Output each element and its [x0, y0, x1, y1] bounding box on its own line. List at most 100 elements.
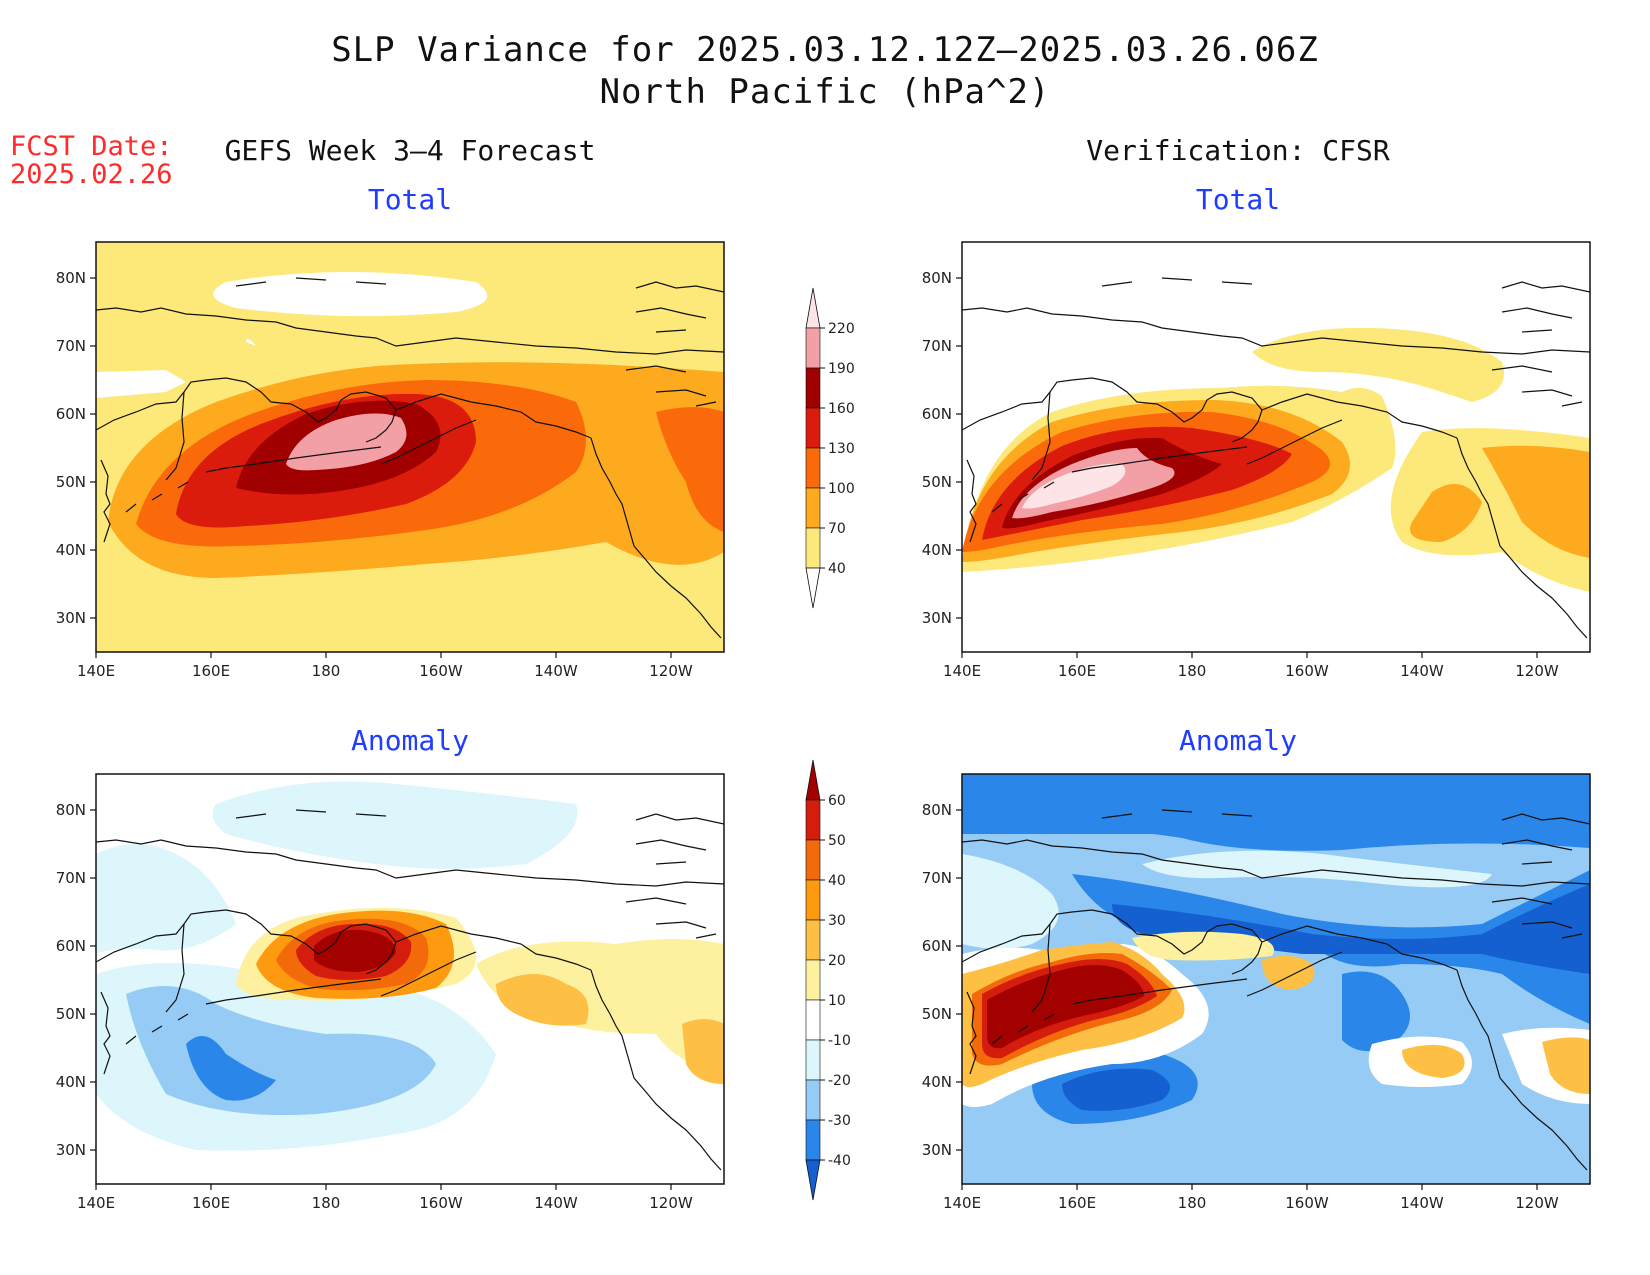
colorbar-segment — [805, 799, 821, 841]
lat-label: 60N — [56, 937, 86, 955]
colorbar-segment — [805, 1079, 821, 1121]
lat-label: 50N — [922, 473, 952, 491]
forecast-anomaly-frame — [95, 773, 725, 1185]
lon-label: 140W — [1400, 662, 1444, 680]
lat-label: 30N — [922, 609, 952, 627]
verification-anomaly-map — [962, 774, 1590, 1184]
fcst-date-label: FCST Date: — [10, 131, 173, 162]
lat-label: 80N — [922, 269, 952, 287]
colorbar-segment — [805, 959, 821, 1001]
colorbar-segment — [805, 527, 821, 569]
lon-label: 160W — [419, 1194, 463, 1212]
lon-label: 160E — [1058, 662, 1096, 680]
lon-label: 120W — [649, 1194, 693, 1212]
colorbar-level-label: 220 — [828, 321, 855, 337]
total-colorbar: 220 190 160 130 100 70 40 — [805, 287, 855, 609]
colorbar-level-label: 160 — [828, 401, 855, 417]
lat-label: 70N — [56, 337, 86, 355]
lon-label: 120W — [1515, 1194, 1559, 1212]
main-subtitle: North Pacific (hPa^2) — [599, 72, 1051, 112]
lon-label: 160W — [1285, 662, 1329, 680]
lon-label: 180 — [312, 662, 341, 680]
lat-label: 50N — [56, 473, 86, 491]
verification-column-header: Verification: CFSR — [1086, 134, 1390, 167]
lat-label: 40N — [56, 541, 86, 559]
colorbar-segment — [805, 999, 821, 1041]
colorbar-segment — [805, 1039, 821, 1081]
colorbar-segment — [805, 1119, 821, 1161]
lon-label: 140W — [1400, 1194, 1444, 1212]
colorbar-level-label: 10 — [828, 993, 846, 1009]
lat-label: 30N — [56, 609, 86, 627]
colorbar-segment — [805, 839, 821, 881]
forecast-total-map — [96, 242, 724, 652]
lat-label: 70N — [56, 869, 86, 887]
forecast-anomaly-subtitle: Anomaly — [350, 724, 469, 757]
colorbar-level-label: 40 — [828, 561, 846, 577]
colorbar-level-label: 70 — [828, 521, 846, 537]
colorbar-segment — [805, 327, 821, 369]
lat-label: 50N — [56, 1005, 86, 1023]
lon-label: 140W — [534, 662, 578, 680]
colorbar-top-arrow — [805, 287, 821, 329]
lat-label: 30N — [56, 1141, 86, 1159]
lon-label: 180 — [312, 1194, 341, 1212]
lon-label: 140W — [534, 1194, 578, 1212]
colorbar-segment — [805, 447, 821, 489]
lon-label: 140E — [943, 1194, 981, 1212]
lon-label: 120W — [649, 662, 693, 680]
verification-anomaly-frame — [961, 773, 1591, 1185]
lon-label: 180 — [1178, 662, 1207, 680]
map-axes: 80N 70N 60N 50N 40N 30N 140E 160E 180 160W 140W 120… — [56, 269, 1559, 1212]
lon-label: 160E — [1058, 1194, 1096, 1212]
lon-label: 140E — [77, 1194, 115, 1212]
lat-label: 80N — [922, 801, 952, 819]
lat-label: 60N — [922, 937, 952, 955]
colorbar-bottom-arrow — [805, 1159, 821, 1201]
lat-label: 70N — [922, 869, 952, 887]
lon-label: 140E — [943, 662, 981, 680]
lat-label: 60N — [922, 405, 952, 423]
forecast-total-frame — [95, 241, 725, 653]
colorbar-level-label: -40 — [828, 1153, 851, 1169]
forecast-column-header: GEFS Week 3–4 Forecast — [224, 134, 596, 167]
colorbar-segment — [805, 367, 821, 409]
colorbar-segment — [805, 407, 821, 449]
anomaly-colorbar: 60 50 40 30 20 10 -10 -20 -30 -40 — [805, 759, 851, 1201]
colorbar-level-label: -10 — [828, 1033, 851, 1049]
verification-total-subtitle: Total — [1195, 183, 1281, 216]
lon-label: 160W — [419, 662, 463, 680]
colorbar-level-label: 40 — [828, 873, 846, 889]
colorbar-level-label: -20 — [828, 1073, 851, 1089]
lon-label: 140E — [77, 662, 115, 680]
colorbar-segment — [805, 919, 821, 961]
lon-label: 160W — [1285, 1194, 1329, 1212]
lat-label: 80N — [56, 269, 86, 287]
lon-label: 120W — [1515, 662, 1559, 680]
forecast-total-subtitle: Total — [367, 183, 453, 216]
lat-label: 50N — [922, 1005, 952, 1023]
lat-label: 70N — [922, 337, 952, 355]
lat-label: 40N — [56, 1073, 86, 1091]
lat-label: 60N — [56, 405, 86, 423]
lon-label: 160E — [192, 662, 230, 680]
colorbar-segment — [805, 487, 821, 529]
main-title: SLP Variance for 2025.03.12.12Z–2025.03.… — [331, 30, 1319, 70]
verification-total-frame — [961, 241, 1591, 653]
colorbar-level-label: 190 — [828, 361, 855, 377]
fcst-date-value: 2025.02.26 — [10, 159, 173, 190]
colorbar-level-label: 100 — [828, 481, 855, 497]
colorbar-level-label: 20 — [828, 953, 846, 969]
colorbar-level-label: -30 — [828, 1113, 851, 1129]
lat-label: 80N — [56, 801, 86, 819]
lon-label: 160E — [192, 1194, 230, 1212]
colorbar-segment — [805, 879, 821, 921]
lat-label: 30N — [922, 1141, 952, 1159]
verification-total-map — [962, 242, 1590, 652]
verification-anomaly-subtitle: Anomaly — [1178, 724, 1297, 757]
colorbar-level-label: 130 — [828, 441, 855, 457]
colorbar-top-arrow — [805, 759, 821, 801]
colorbar-level-label: 50 — [828, 833, 846, 849]
colorbar-level-label: 60 — [828, 793, 846, 809]
